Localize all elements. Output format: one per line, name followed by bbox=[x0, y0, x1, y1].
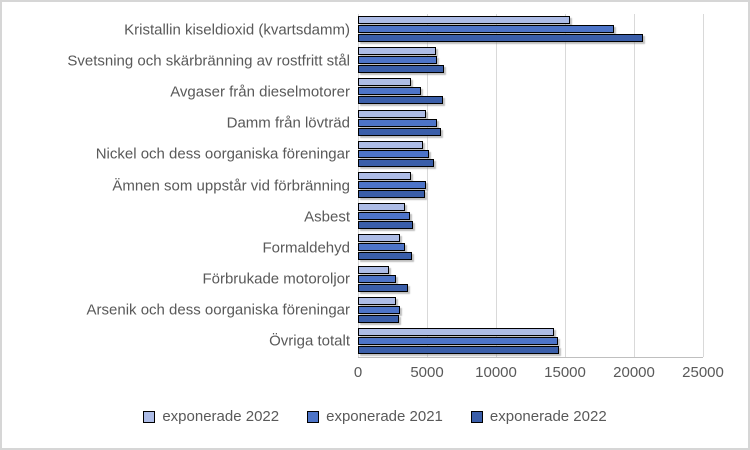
bar-2-series-2 bbox=[358, 56, 438, 65]
legend-item-1: exponerade 2022 bbox=[143, 408, 279, 425]
bar-2-series-1 bbox=[358, 47, 436, 56]
bar-5-series-2 bbox=[358, 149, 429, 158]
bar-8-series-2 bbox=[358, 243, 406, 252]
category-label: Svetsning och skärbränning av rostfritt … bbox=[67, 52, 350, 70]
bar-5-series-3 bbox=[358, 158, 434, 167]
category-label: Arsenik och dess oorganiska föreningar bbox=[86, 301, 350, 319]
legend-item-label: exponerade 2021 bbox=[326, 408, 443, 425]
category-label: Asbest bbox=[304, 208, 350, 226]
bar-10-series-3 bbox=[358, 314, 400, 323]
bar-7-series-1 bbox=[358, 203, 406, 212]
x-tick-label: 25000 bbox=[682, 364, 724, 381]
bar-11-series-3 bbox=[358, 345, 560, 354]
bar-3-series-2 bbox=[358, 87, 422, 96]
bar-8-series-3 bbox=[358, 252, 413, 261]
plot-area bbox=[358, 14, 704, 358]
category-label: Förbrukade motoroljor bbox=[202, 270, 350, 288]
bar-4-series-3 bbox=[358, 127, 442, 136]
bar-1-series-2 bbox=[358, 25, 614, 34]
bar-1-series-1 bbox=[358, 16, 570, 25]
gridline-15000 bbox=[565, 14, 566, 357]
gridline-5000 bbox=[427, 14, 428, 357]
gridline-10000 bbox=[496, 14, 497, 357]
bar-1-series-3 bbox=[358, 34, 643, 43]
category-label: Formaldehyd bbox=[262, 239, 350, 257]
bar-5-series-1 bbox=[358, 140, 424, 149]
bar-4-series-2 bbox=[358, 118, 438, 127]
category-label: Ämnen som uppstår vid förbränning bbox=[112, 177, 350, 194]
x-tick-label: 20000 bbox=[613, 364, 655, 381]
bar-10-series-2 bbox=[358, 305, 401, 314]
legend-swatch-icon bbox=[307, 410, 320, 423]
bar-7-series-3 bbox=[358, 221, 413, 230]
bar-11-series-2 bbox=[358, 336, 559, 345]
bar-6-series-2 bbox=[358, 181, 426, 189]
bar-10-series-1 bbox=[358, 296, 396, 305]
legend: exponerade 2022 exponerade 2021 exponerade… bbox=[2, 408, 748, 425]
bar-3-series-1 bbox=[358, 78, 411, 87]
x-tick-label: 0 bbox=[353, 364, 363, 381]
bar-7-series-2 bbox=[358, 212, 411, 221]
bar-9-series-3 bbox=[358, 283, 409, 292]
gridline-25000 bbox=[703, 14, 704, 357]
bar-3-series-3 bbox=[358, 96, 444, 105]
legend-swatch-icon bbox=[143, 410, 156, 423]
bar-9-series-2 bbox=[358, 274, 396, 283]
category-label: Avgaser från dieselmotorer bbox=[170, 83, 350, 101]
category-label: Damm från lövträd bbox=[226, 114, 350, 132]
legend-swatch-icon bbox=[470, 410, 483, 423]
bar-6-series-1 bbox=[358, 172, 411, 180]
bar-8-series-1 bbox=[358, 234, 401, 243]
legend-item-3: exponerade 2022 bbox=[470, 408, 607, 425]
bar-2-series-3 bbox=[358, 65, 444, 74]
bar-6-series-3 bbox=[358, 190, 425, 198]
gridline-20000 bbox=[634, 14, 635, 357]
bar-9-series-1 bbox=[358, 265, 389, 274]
legend-item-label: exponerade 2022 bbox=[162, 408, 280, 425]
category-label: Kristallin kiseldioxid (kvartsdamm) bbox=[124, 21, 350, 39]
legend-item-label: exponerade 2022 bbox=[489, 408, 607, 425]
x-tick-label: 15000 bbox=[544, 364, 586, 381]
bar-11-series-1 bbox=[358, 327, 555, 336]
x-tick-label: 10000 bbox=[475, 364, 517, 381]
category-label: Övriga totalt bbox=[269, 332, 350, 350]
x-tick-label: 5000 bbox=[410, 364, 444, 381]
bar-4-series-1 bbox=[358, 109, 426, 118]
legend-item-2: exponerade 2021 bbox=[307, 408, 443, 425]
category-label: Nickel och dess oorganiska föreningar bbox=[95, 145, 350, 163]
